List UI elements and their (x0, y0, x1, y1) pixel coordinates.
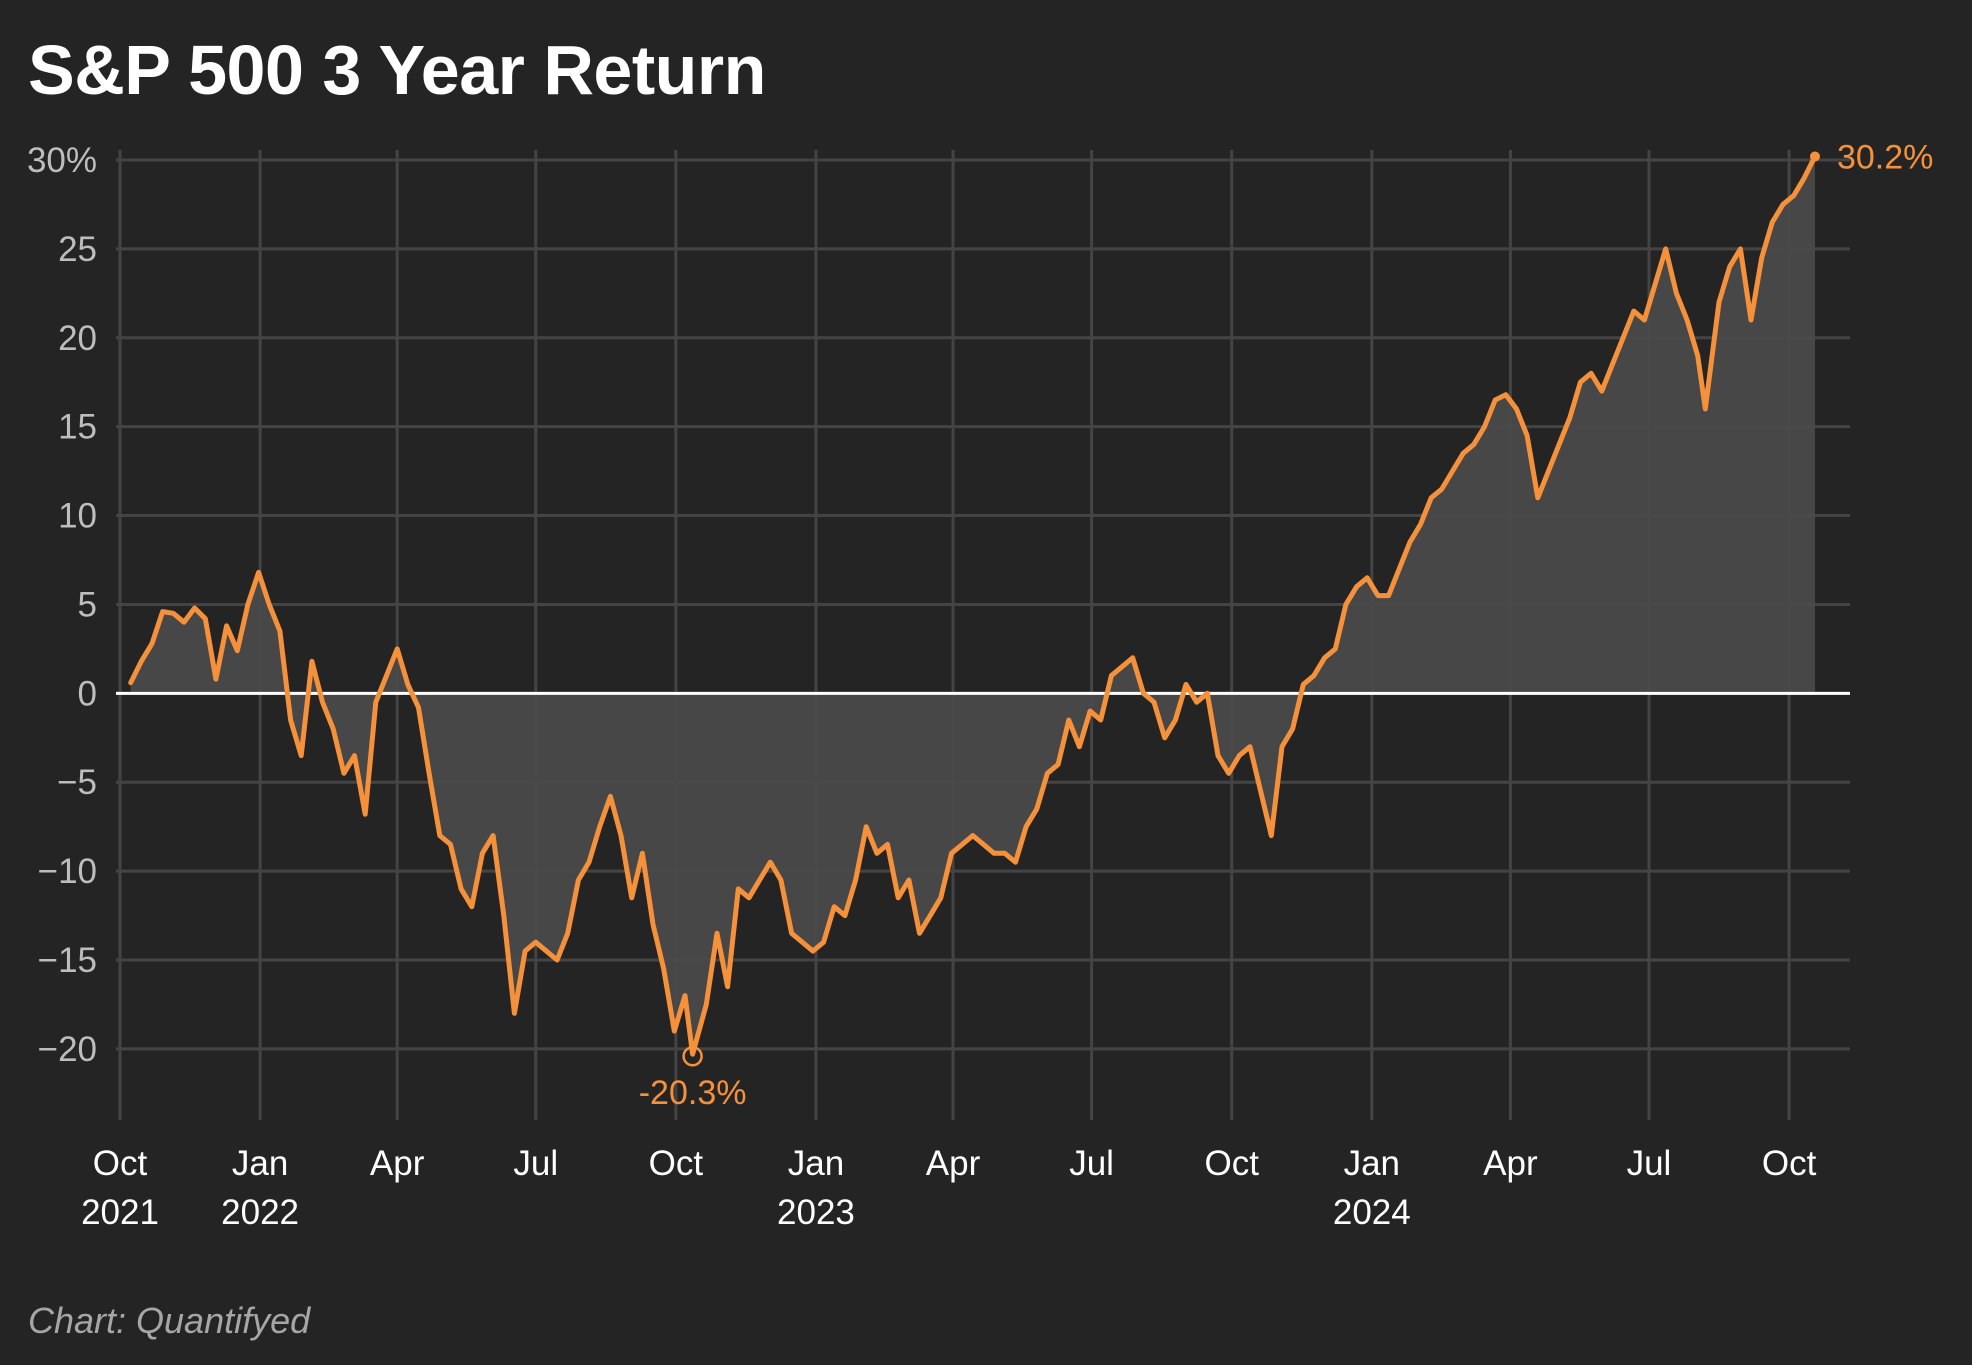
y-tick-label: 15 (58, 408, 97, 447)
return-area (130, 156, 1816, 1055)
x-tick-year: 2024 (1333, 1193, 1411, 1232)
x-tick-year: 2022 (221, 1193, 299, 1232)
chart-source: Chart: Quantifyed (28, 1300, 311, 1341)
x-tick-year: 2023 (777, 1193, 855, 1232)
x-axis-labels: Oct 2021 Jan 2022 Apr Jul Oct Jan 2023 Apr Jul Oct J… (81, 1144, 1817, 1232)
x-tick-month: Apr (1483, 1144, 1538, 1183)
return-chart: 30% 25 20 15 10 5 0 −5 −10 −15 −20 Oct 2021 Jan 2022 A… (27, 138, 1934, 1232)
y-axis-labels: 30% 25 20 15 10 5 0 −5 −10 −15 −20 (27, 141, 97, 1069)
y-tick-label: −20 (38, 1030, 97, 1069)
y-tick-label: 30% (27, 141, 97, 180)
min-marker (682, 1045, 703, 1067)
x-tick-month: Oct (1204, 1144, 1259, 1183)
plot-area (116, 153, 1850, 1057)
last-label: 30.2% (1837, 138, 1933, 176)
y-tick-label: 0 (78, 674, 97, 713)
x-tick-month: Jan (1344, 1144, 1400, 1183)
x-tick-month: Oct (649, 1144, 704, 1183)
y-tick-label: 25 (58, 230, 97, 269)
x-tick-month: Jul (513, 1144, 558, 1183)
x-tick-month: Apr (926, 1144, 981, 1183)
return-line (128, 153, 1818, 1057)
annotations: -20.3% 30.2% (639, 138, 1934, 1112)
min-label: -20.3% (639, 1074, 747, 1112)
x-tick-month: Jul (1069, 1144, 1114, 1183)
x-tick-month: Oct (1762, 1144, 1817, 1183)
chart-title: S&P 500 3 Year Return (28, 31, 766, 109)
last-marker (1809, 151, 1820, 162)
x-tick-month: Jan (232, 1144, 288, 1183)
y-tick-label: 20 (58, 319, 97, 358)
x-tick-month: Apr (370, 1144, 425, 1183)
y-tick-label: 10 (58, 497, 97, 536)
y-tick-label: −15 (38, 941, 97, 980)
y-tick-label: −10 (38, 852, 97, 891)
y-tick-label: −5 (57, 763, 97, 802)
x-tick-year: 2021 (81, 1193, 159, 1232)
x-tick-month: Jan (788, 1144, 844, 1183)
x-tick-month: Oct (93, 1144, 148, 1183)
y-gridlines (116, 158, 1850, 1051)
y-tick-label: 5 (78, 585, 97, 624)
x-tick-month: Jul (1627, 1144, 1672, 1183)
